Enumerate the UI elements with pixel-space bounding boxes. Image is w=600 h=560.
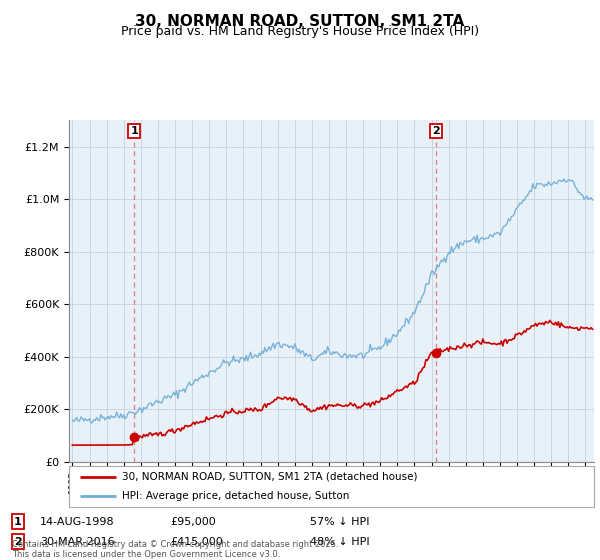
Text: 1: 1 [14, 517, 22, 527]
Text: 2: 2 [14, 537, 22, 547]
Text: 48% ↓ HPI: 48% ↓ HPI [310, 537, 370, 547]
Text: £415,000: £415,000 [170, 537, 223, 547]
Text: Contains HM Land Registry data © Crown copyright and database right 2025.
This d: Contains HM Land Registry data © Crown c… [12, 540, 338, 559]
Text: 57% ↓ HPI: 57% ↓ HPI [310, 517, 370, 527]
Text: 30-MAR-2016: 30-MAR-2016 [40, 537, 115, 547]
Text: 2: 2 [432, 125, 440, 136]
Text: Price paid vs. HM Land Registry's House Price Index (HPI): Price paid vs. HM Land Registry's House … [121, 25, 479, 38]
Text: £95,000: £95,000 [170, 517, 216, 527]
Text: 30, NORMAN ROAD, SUTTON, SM1 2TA: 30, NORMAN ROAD, SUTTON, SM1 2TA [136, 14, 464, 29]
Text: HPI: Average price, detached house, Sutton: HPI: Average price, detached house, Sutt… [121, 491, 349, 501]
Text: 30, NORMAN ROAD, SUTTON, SM1 2TA (detached house): 30, NORMAN ROAD, SUTTON, SM1 2TA (detach… [121, 472, 417, 482]
Text: 14-AUG-1998: 14-AUG-1998 [40, 517, 115, 527]
Text: 1: 1 [130, 125, 138, 136]
